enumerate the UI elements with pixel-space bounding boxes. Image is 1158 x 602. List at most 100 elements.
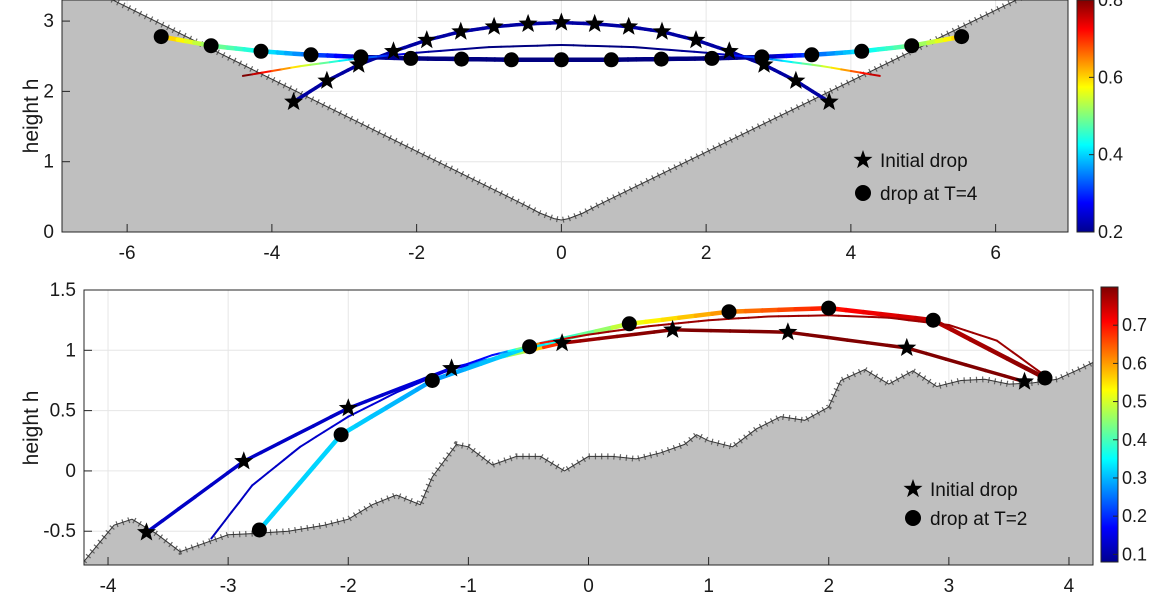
- trajectory-segment: [743, 308, 765, 314]
- trajectory-segment: [311, 448, 330, 469]
- drop-markers: [153, 12, 970, 110]
- trajectory-segment: [355, 407, 366, 414]
- initial-drop-star: [1015, 371, 1034, 390]
- y-tick-label: -0.5: [43, 521, 76, 542]
- colorbar: [1100, 286, 1119, 563]
- initial-drop-star: [451, 21, 471, 40]
- trajectory-segment: [462, 361, 484, 372]
- trajectory-segment: [869, 73, 881, 77]
- trajectory-segment: [380, 386, 402, 397]
- colorbar-tick-label: 0.5: [1122, 392, 1147, 412]
- trajectory-segment: [693, 311, 715, 318]
- trajectory-segment: [463, 47, 478, 50]
- y-axis-label: height h: [20, 391, 43, 466]
- final-drop-circle: [954, 29, 970, 45]
- trajectory-segment: [367, 55, 379, 59]
- trajectory-segment: [209, 471, 230, 487]
- trajectory-segment: [734, 54, 746, 58]
- trajectory-segment: [451, 48, 466, 51]
- trajectory-segment: [677, 321, 690, 325]
- trajectory-segment: [865, 340, 889, 348]
- trajectory-segment: [177, 495, 197, 511]
- trajectory-segment: [743, 55, 756, 59]
- trajectory-segment: [801, 62, 814, 66]
- trajectory-segment: [193, 483, 214, 499]
- trajectory-segment: [338, 58, 351, 62]
- x-tick-label: 0: [583, 576, 594, 597]
- x-tick-label: -6: [119, 243, 136, 264]
- trajectory-segment: [776, 307, 798, 313]
- trajectory-segment: [633, 330, 656, 336]
- final-drop-circle: [522, 339, 538, 355]
- final-drop-circle: [804, 47, 820, 63]
- trajectory-segment: [607, 329, 620, 333]
- trajectory-segment: [259, 441, 281, 455]
- final-drop-circle: [621, 316, 637, 332]
- trajectory-segment: [280, 66, 293, 71]
- trajectory-segment: [579, 333, 590, 337]
- trajectory-segment: [924, 351, 948, 361]
- trajectory-segment: [820, 65, 833, 69]
- trajectory-segment: [983, 368, 1007, 378]
- trajectory-segment: [792, 61, 804, 65]
- trajectory-segment: [339, 415, 350, 423]
- trajectory-segment: [411, 381, 422, 387]
- axis-ticks: -6 -4 -2 0 2 4 6 0 1 2 3: [43, 11, 1000, 264]
- trajectory-segment: [315, 430, 326, 438]
- final-drop-circle: [721, 304, 737, 320]
- initial-drop-star: [552, 333, 572, 352]
- legend-star-marker: [903, 479, 923, 498]
- trajectory-segment: [897, 317, 910, 322]
- trajectory-segment: [593, 325, 615, 334]
- x-tick-label: 3: [944, 576, 955, 597]
- trajectory-segment: [668, 48, 683, 52]
- trajectory-segment: [475, 356, 486, 362]
- initial-drop-star: [284, 91, 304, 110]
- y-tick-label: 1: [65, 340, 76, 361]
- chart-bumpy: -4 -3 -2 -1 0 1 2 3 4 -0.5 0 0.5 1 1.5 height h Initi…: [20, 280, 1147, 597]
- trajectory-segment: [399, 387, 420, 401]
- final-drop-circle: [251, 522, 267, 538]
- final-drop-circle: [904, 38, 920, 54]
- x-tick-label: 4: [846, 243, 857, 264]
- final-drop-circle: [424, 373, 440, 388]
- trajectory-segment: [427, 49, 442, 53]
- trajectory-segment: [237, 493, 247, 505]
- x-tick-label: 6: [990, 243, 1001, 264]
- initial-drop-star: [317, 70, 337, 89]
- colorbar: [1076, 0, 1095, 233]
- trajectory-segment: [478, 355, 500, 366]
- trajectory-segment: [811, 63, 823, 68]
- terrain: [62, 0, 1068, 232]
- x-tick-label: -4: [100, 576, 117, 597]
- trajectory-segment: [907, 319, 920, 323]
- x-tick-label: -1: [460, 576, 477, 597]
- trajectory-segment: [284, 480, 303, 501]
- trajectory-segment: [896, 313, 919, 321]
- initial-drop-star: [619, 16, 639, 35]
- trajectory-segment: [307, 435, 318, 443]
- trajectory-segment: [615, 332, 638, 339]
- legend-label-final: drop at T=2: [930, 509, 1027, 530]
- x-tick-label: 2: [823, 576, 834, 597]
- trajectory-segment: [887, 316, 900, 320]
- trajectory-segment: [319, 61, 331, 65]
- trajectory-segment: [491, 352, 502, 357]
- trajectory-segment: [369, 405, 389, 419]
- final-drop-circle: [153, 29, 169, 45]
- trajectory-segment: [244, 484, 254, 496]
- trajectory-segment: [944, 357, 968, 367]
- initial-drop-star: [442, 358, 462, 377]
- y-tick-label: 3: [43, 11, 54, 32]
- trajectory-segment: [499, 350, 510, 355]
- final-drop-circle: [704, 50, 720, 66]
- trajectory-segment: [377, 54, 389, 58]
- initial-drop-star: [686, 30, 706, 49]
- trajectory-segment: [299, 440, 310, 448]
- trajectory-segment: [297, 464, 317, 485]
- final-drop-circle: [821, 300, 837, 316]
- trajectory-segment: [261, 70, 273, 74]
- final-drop-circle: [353, 49, 369, 65]
- trajectory-segment: [805, 333, 830, 340]
- trajectory-segment: [955, 326, 966, 332]
